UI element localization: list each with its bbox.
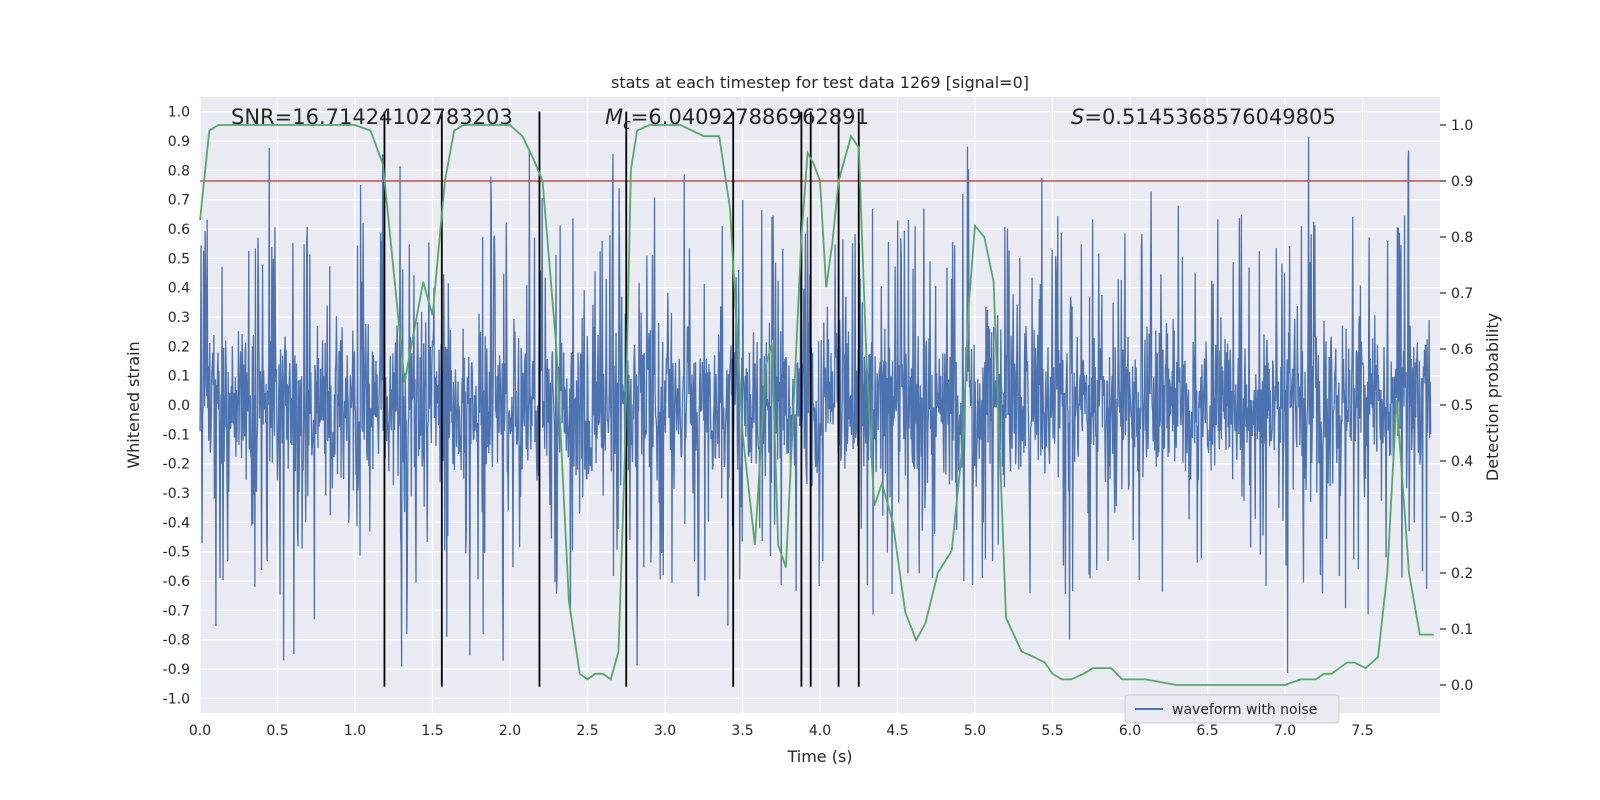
x-axis: 0.0 0.5 1.0 1.5 2.0 2.5 3.0 3.5 4.0 4.5 5.0 5.5 6.0 6…: [189, 723, 1374, 739]
y-tick-label-left: 0.5: [168, 251, 190, 267]
x-tick-label: 5.5: [1041, 723, 1063, 739]
y-axis-label-left: Whitened strain: [124, 341, 143, 468]
legend-label-waveform: waveform with noise: [1172, 702, 1317, 718]
y-tick-label-right: 0.9: [1451, 174, 1473, 190]
y-tick-label-left: 0.4: [168, 281, 190, 297]
s-value: =0.5145368576049805: [1084, 105, 1335, 129]
x-tick-label: 6.0: [1119, 723, 1141, 739]
x-tick-label: 7.5: [1351, 723, 1373, 739]
y-tick-label-left: -0.2: [163, 457, 190, 473]
y-tick-label-left: 1.0: [168, 105, 190, 121]
x-tick-label: 2.5: [576, 723, 598, 739]
x-tick-label: 0.5: [266, 723, 288, 739]
x-axis-label: Time (s): [786, 747, 852, 766]
waveform-line: [199, 136, 1432, 673]
chart-title: stats at each timestep for test data 126…: [611, 73, 1029, 92]
y-tick-label-left: -0.3: [163, 486, 190, 502]
y-tick-label-right: 0.4: [1451, 454, 1473, 470]
chirp-mass-symbol: M: [605, 105, 623, 129]
x-tick-label: 7.0: [1274, 723, 1296, 739]
y-tick-label-right: 1.0: [1451, 118, 1473, 134]
y-axis-right: 1.0 0.9 0.8 0.7 0.6 0.5 0.4 0.3 0.2 0.1 0.0: [1440, 118, 1473, 694]
x-tick-label: 4.0: [809, 723, 831, 739]
y-tick-label-left: -0.7: [163, 603, 190, 619]
y-axis-left: 1.0 0.9 0.8 0.7 0.6 0.5 0.4 0.3 0.2 0.1 0.0 -0.1 -0.…: [163, 105, 190, 708]
y-tick-label-right: 0.3: [1451, 510, 1473, 526]
x-tick-label: 2.0: [499, 723, 521, 739]
legend: waveform with noise: [1124, 694, 1340, 724]
x-tick-label: 4.5: [886, 723, 908, 739]
chirp-mass-value: =6.040927886962891: [631, 105, 869, 129]
y-tick-label-right: 0.7: [1451, 286, 1473, 302]
x-tick-label: 5.0: [964, 723, 986, 739]
y-axis-label-right: Detection probability: [1483, 313, 1502, 481]
legend-box: [1124, 694, 1340, 724]
x-tick-label: 0.0: [189, 723, 211, 739]
x-tick-label: 6.5: [1196, 723, 1218, 739]
y-tick-label-left: 0.8: [168, 163, 190, 179]
y-tick-label-left: -1.0: [163, 691, 190, 707]
chirp-mass-subscript: c: [623, 117, 631, 133]
x-tick-label: 3.5: [731, 723, 753, 739]
y-tick-label-right: 0.2: [1451, 566, 1473, 582]
x-tick-label: 1.0: [344, 723, 366, 739]
chirp-mass-annotation: Mc=6.040927886962891: [605, 105, 869, 133]
x-tick-label: 3.0: [654, 723, 676, 739]
y-tick-label-left: -0.8: [163, 633, 190, 649]
y-tick-label-left: 0.2: [168, 339, 190, 355]
x-tick-label: 1.5: [421, 723, 443, 739]
y-tick-label-left: 0.1: [168, 369, 190, 385]
y-tick-label-left: -0.1: [163, 427, 190, 443]
y-tick-label-right: 0.6: [1451, 342, 1473, 358]
s-symbol: S: [1071, 105, 1084, 129]
y-tick-label-left: -0.5: [163, 545, 190, 561]
y-tick-label-left: -0.6: [163, 574, 190, 590]
vertical-lines: [383, 111, 860, 687]
y-tick-label-right: 0.5: [1451, 398, 1473, 414]
y-tick-label-left: -0.4: [163, 515, 190, 531]
y-tick-label-left: 0.7: [168, 193, 190, 209]
y-tick-label-left: -0.9: [163, 662, 190, 678]
y-tick-label-left: 0.9: [168, 134, 190, 150]
y-tick-label-right: 0.1: [1451, 622, 1473, 638]
y-tick-label-left: 0.6: [168, 222, 190, 238]
y-tick-label-right: 0.8: [1451, 230, 1473, 246]
y-tick-label-right: 0.0: [1451, 678, 1473, 694]
snr-annotation: SNR=16.71424102783203: [231, 105, 513, 129]
y-tick-label-left: 0.0: [168, 398, 190, 414]
s-annotation: S=0.5145368576049805: [1071, 105, 1336, 129]
detection-probability-line: [199, 124, 1434, 686]
y-tick-label-left: 0.3: [168, 310, 190, 326]
